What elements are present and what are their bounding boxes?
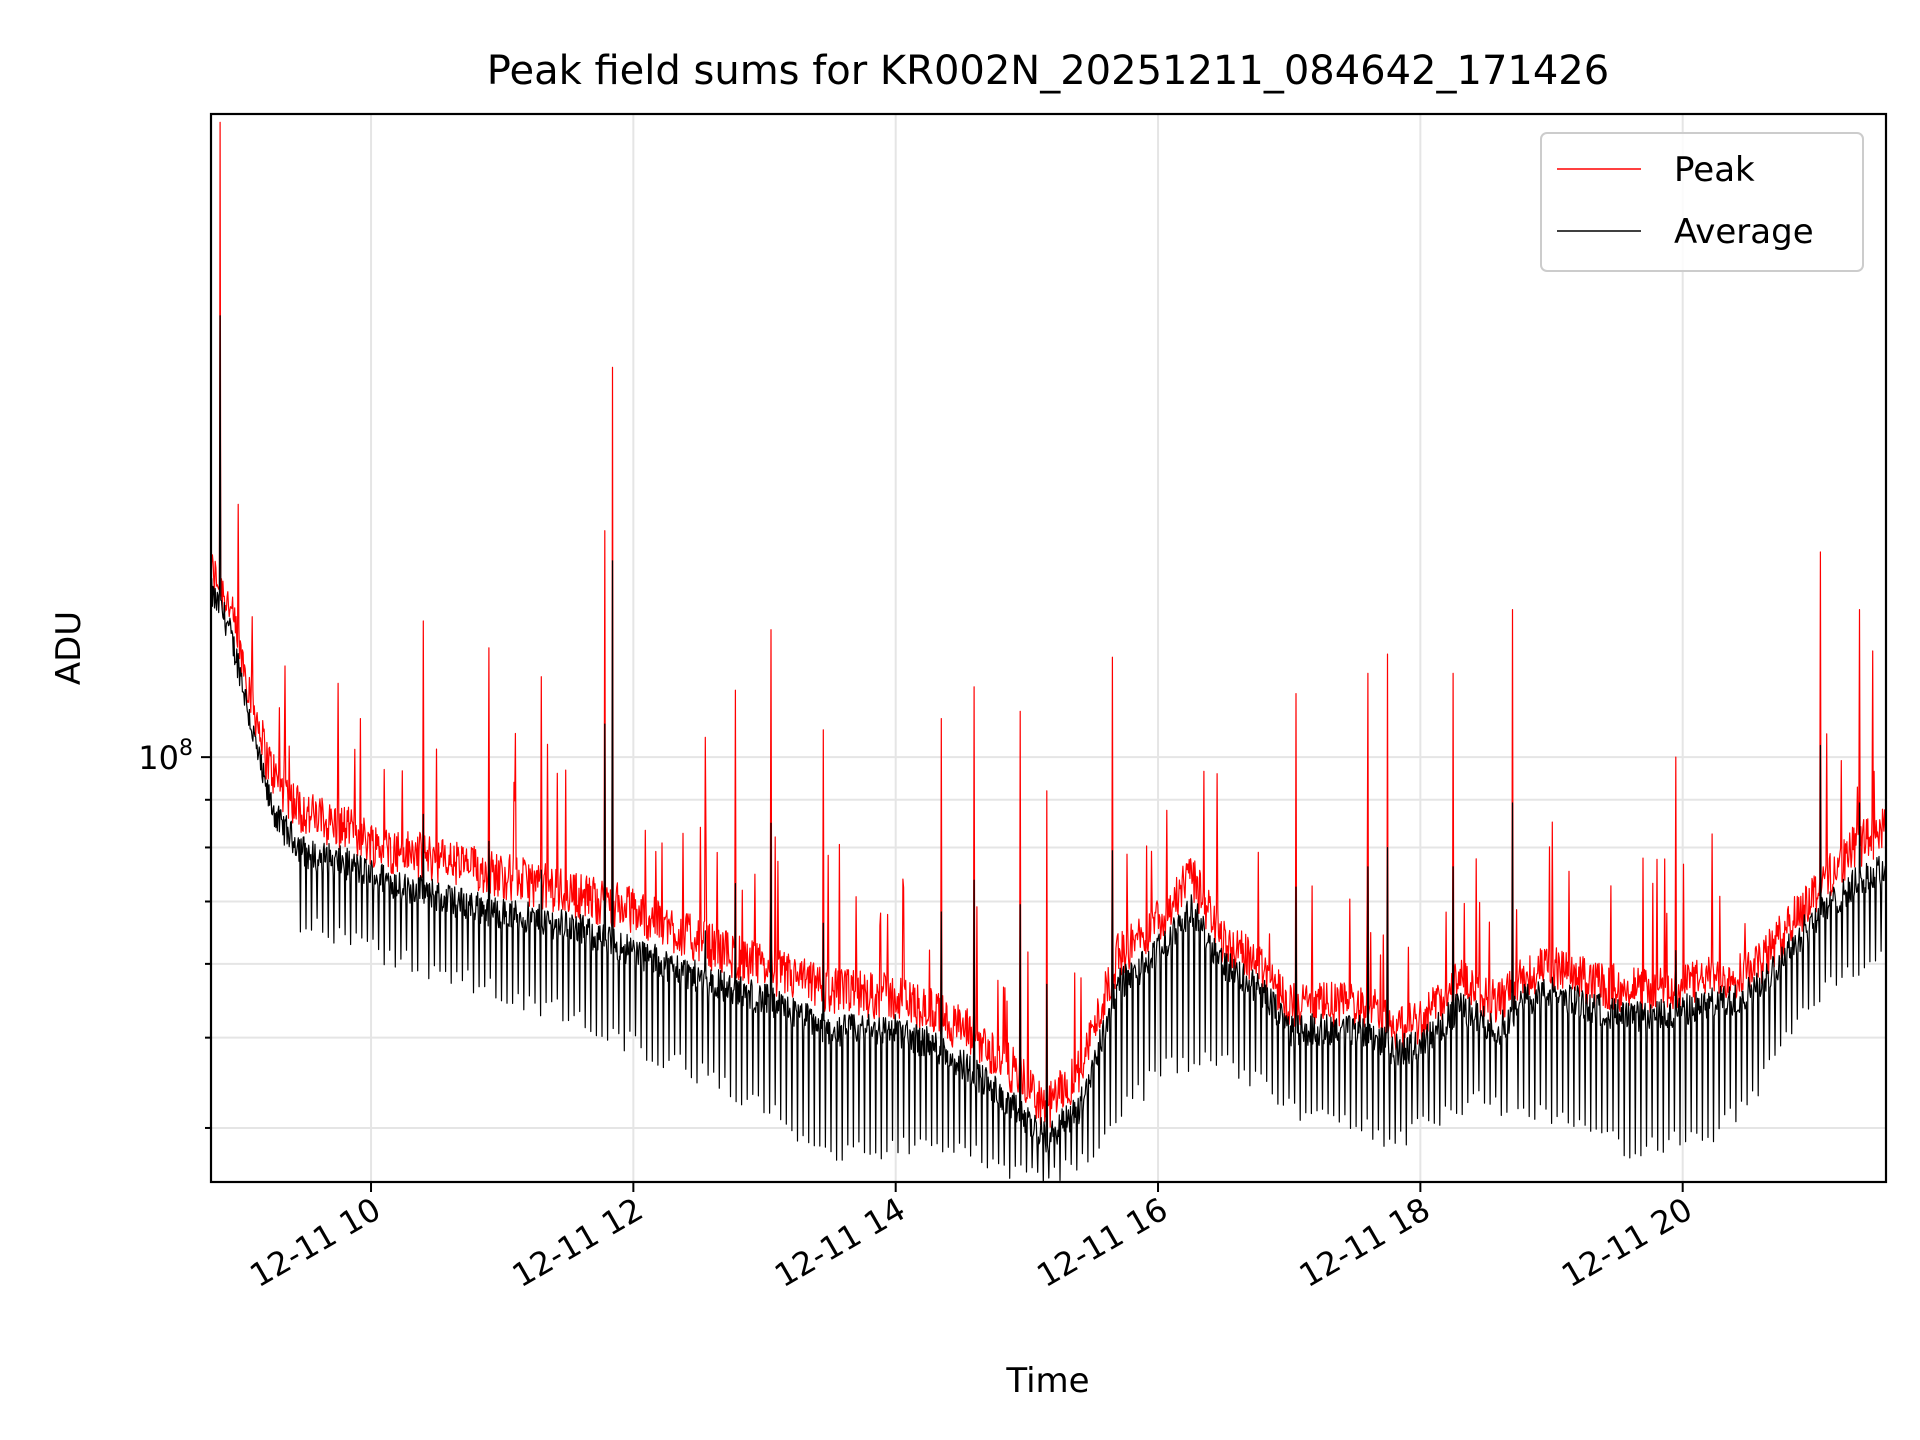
legend: Peak Average [1540,132,1864,272]
x-tick-label: 12-11 14 [768,1190,912,1295]
x-tick-label: 12-11 18 [1293,1190,1437,1295]
y-axis: 108 [138,736,211,1129]
x-tick-label: 12-11 16 [1030,1190,1174,1295]
x-tick-label: 12-11 10 [243,1190,387,1295]
series-line-peak [211,121,1886,1128]
x-tick-label: 12-11 20 [1555,1190,1699,1295]
legend-label-average: Average [1674,212,1814,252]
chart-title: Peak field sums for KR002N_20251211_0846… [487,48,1609,94]
series-line-average [211,315,1886,1182]
x-tick-label: 12-11 12 [506,1190,650,1295]
legend-box [1540,132,1864,272]
x-axis: 12-11 10 12-11 12 12-11 14 12-11 16 12-11 18… [243,1182,1699,1295]
legend-label-peak: Peak [1674,150,1755,190]
y-axis-label: ADU [49,611,89,685]
plot-frame [209,112,1888,1184]
x-axis-label: Time [1005,1361,1089,1401]
y-tick-label: 108 [138,736,193,777]
